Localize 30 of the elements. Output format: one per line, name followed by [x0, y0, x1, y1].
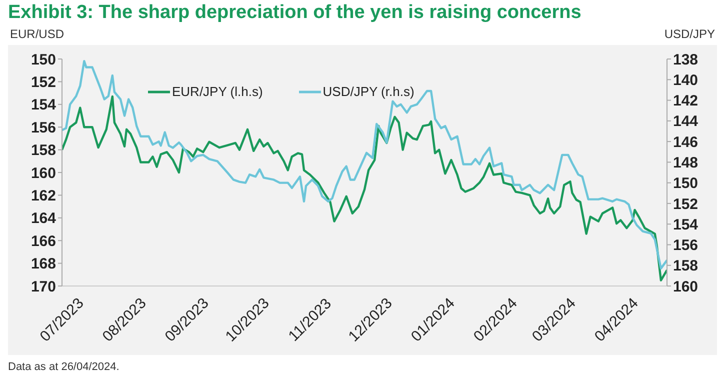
y2-tick-label: 138 — [673, 51, 698, 68]
y2-tick-label: 148 — [673, 154, 698, 172]
y2-tick-label: 144 — [673, 113, 699, 130]
y2-tick-label: 150 — [673, 175, 698, 192]
y2-axis-title: USD/JPY — [664, 27, 715, 41]
y-tick-label: 156 — [30, 119, 56, 136]
y-tick-label: 160 — [30, 164, 56, 182]
legend-label: EUR/JPY (l.h.s) — [172, 84, 263, 99]
y-tick-label: 168 — [30, 256, 56, 273]
y-tick-label: 170 — [30, 278, 56, 296]
y2-tick-label: 142 — [673, 92, 698, 110]
y2-tick-label: 154 — [673, 216, 699, 234]
y2-tick-label: 152 — [673, 196, 698, 213]
y-tick-label: 158 — [30, 142, 56, 160]
y-tick-label: 166 — [30, 232, 56, 250]
y-tick-label: 150 — [30, 51, 56, 68]
y2-tick-label: 146 — [673, 134, 698, 151]
y2-tick-label: 158 — [673, 258, 698, 275]
chart-title: Exhibit 3: The sharp depreciation of the yen is raising concerns — [8, 2, 582, 24]
y-axis-title: EUR/USD — [10, 27, 64, 41]
text: Data as at 26/04/2024. — [8, 361, 120, 373]
line-series — [62, 60, 667, 270]
y2-tick-label: 156 — [673, 237, 698, 254]
legend-label: USD/JPY (r.h.s) — [322, 84, 414, 99]
y-tick-label: 164 — [30, 210, 57, 228]
y-tick-label: 162 — [30, 188, 56, 205]
y-tick-label: 154 — [30, 96, 57, 114]
y-tick-label: 152 — [30, 74, 56, 92]
y2-tick-label: 140 — [673, 72, 698, 89]
y2-tick-label: 160 — [673, 278, 698, 296]
